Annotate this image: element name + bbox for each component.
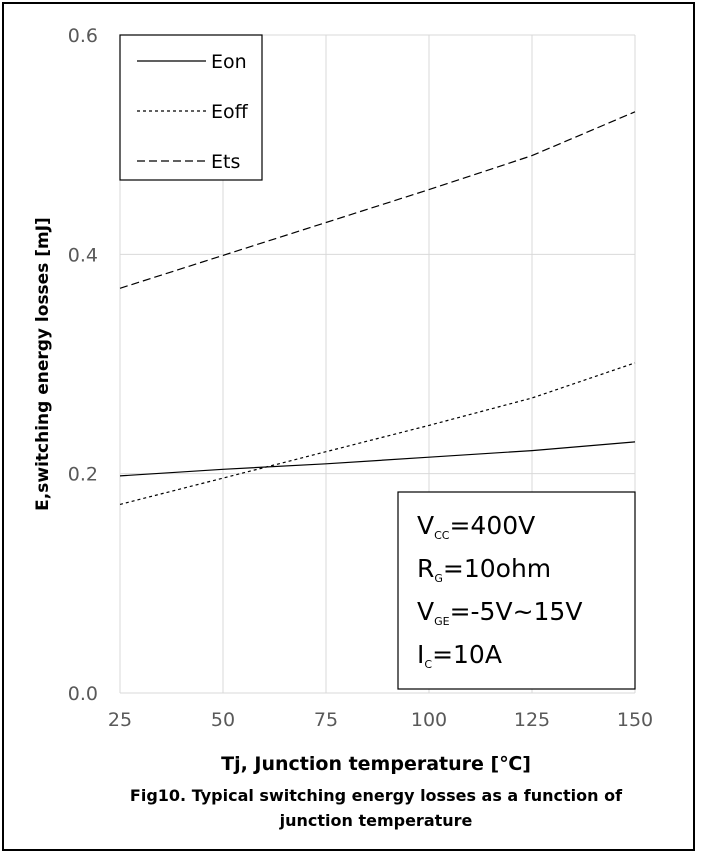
series-line-eon (119, 441, 636, 477)
x-axis-title: Tj, Junction temperature [℃] (221, 753, 531, 775)
y-tick-label: 0.6 (68, 25, 98, 47)
legend-label-eon: Eon (211, 51, 247, 73)
condition-line: VGE=-5V~15V (417, 597, 582, 628)
caption-line-1: Fig10. Typical switching energy losses a… (130, 786, 623, 805)
condition-line: VCC=400V (417, 511, 535, 542)
legend-label-eoff: Eoff (211, 101, 249, 123)
conditions-box (397, 491, 636, 690)
y-tick-label: 0.4 (68, 244, 98, 266)
y-tick-label: 0.2 (68, 464, 98, 486)
x-tick-label: 125 (514, 709, 550, 731)
caption-line-2: junction temperature (279, 811, 473, 830)
legend-box (119, 34, 263, 181)
series-line-ets (119, 111, 636, 289)
series-lines (119, 111, 636, 505)
y-tick-labels: 0.0 0.2 0.4 0.6 (68, 25, 98, 705)
y-axis-title: E,switching energy losses [mJ] (33, 217, 53, 511)
x-tick-label: 25 (108, 709, 132, 731)
chart-svg: 0.00.20.40.6 25 50 75 100 125 150 EonEoffEts … (33, 25, 653, 830)
x-tick-label: 75 (314, 709, 338, 731)
x-tick-label: 50 (211, 709, 235, 731)
legend-label-ets: Ets (211, 151, 240, 173)
x-tick-label: 150 (617, 709, 653, 731)
x-tick-label: 100 (411, 709, 447, 731)
legend: Eon Eoff Ets (119, 34, 263, 181)
condition-line: IC=10A (417, 640, 502, 671)
conditions-annotation: VCC=400V RG=10ohm VGE=-5V~15V IC=10A (397, 491, 636, 690)
y-tick-label: 0.0 (68, 683, 98, 705)
x-tick-labels: 25 50 75 100 125 150 (108, 709, 653, 731)
condition-line: RG=10ohm (417, 554, 551, 585)
series-line-eoff (119, 362, 636, 505)
figure-frame: 0.0 0.2 0.4 0.6 25 50 75 100 125 150 Eon Eoff Ets … (2, 2, 695, 851)
